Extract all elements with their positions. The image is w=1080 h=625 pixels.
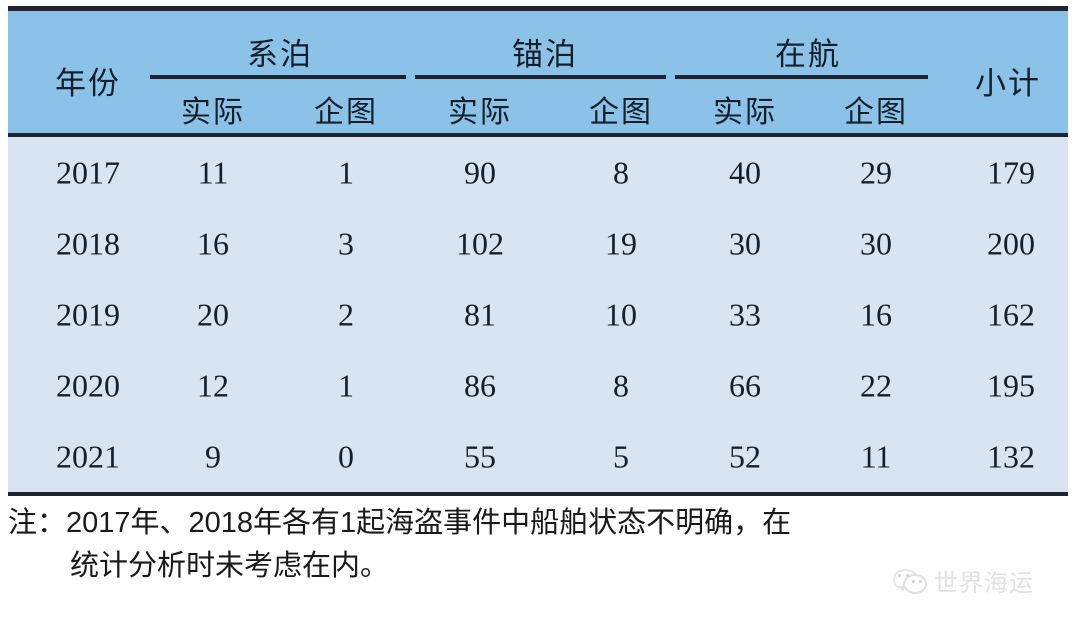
column-header-subtotal: 小计 [975, 66, 1041, 101]
group-rule-moored [150, 75, 406, 79]
group-header-anchored: 锚泊 [512, 37, 578, 72]
wechat-icon [893, 568, 927, 594]
table-row: 2019 20 2 81 10 33 16 162 [8, 279, 1068, 350]
subcolumn-header-anchored-attempt: 企图 [589, 96, 653, 129]
cell-subtotal: 132 [987, 438, 1035, 474]
cell-steaming-attempt: 29 [860, 154, 892, 190]
cell-subtotal: 162 [987, 296, 1035, 332]
cell-year: 2017 [56, 154, 120, 190]
cell-subtotal: 195 [987, 367, 1035, 403]
table-bottom-rule [8, 492, 1068, 496]
cell-anchored-attempt: 5 [613, 438, 629, 474]
note-line-1: 注：2017年、2018年各有1起海盗事件中船舶状态不明确，在 [8, 507, 792, 539]
table-row: 2017 11 1 90 8 40 29 179 [8, 137, 1068, 208]
table-header: 年份 系泊 实际 企图 锚泊 实际 企图 在航 实际 企图 小计 [8, 11, 1068, 133]
cell-moored-attempt: 1 [338, 367, 354, 403]
table-row: 2020 12 1 86 8 66 22 195 [8, 350, 1068, 421]
cell-moored-actual: 16 [197, 225, 229, 261]
cell-subtotal: 200 [987, 225, 1035, 261]
subcolumn-header-moored-attempt: 企图 [314, 96, 378, 129]
cell-anchored-attempt: 19 [605, 225, 637, 261]
cell-moored-actual: 20 [197, 296, 229, 332]
cell-year: 2020 [56, 367, 120, 403]
group-header-steaming: 在航 [775, 37, 841, 72]
cell-steaming-actual: 66 [729, 367, 761, 403]
subcolumn-header-steaming-actual: 实际 [713, 96, 777, 129]
cell-steaming-actual: 40 [729, 154, 761, 190]
header-body-divider [8, 133, 1068, 137]
cell-anchored-actual: 55 [464, 438, 496, 474]
cell-anchored-actual: 90 [464, 154, 496, 190]
cell-anchored-actual: 81 [464, 296, 496, 332]
cell-moored-actual: 9 [205, 438, 221, 474]
cell-anchored-attempt: 8 [613, 367, 629, 403]
cell-moored-actual: 12 [197, 367, 229, 403]
group-rule-anchored [415, 75, 666, 79]
table-row: 2021 9 0 55 5 52 11 132 [8, 421, 1068, 492]
cell-steaming-actual: 52 [729, 438, 761, 474]
cell-moored-attempt: 3 [338, 225, 354, 261]
cell-steaming-attempt: 16 [860, 296, 892, 332]
cell-anchored-attempt: 10 [605, 296, 637, 332]
cell-subtotal: 179 [987, 154, 1035, 190]
subcolumn-header-moored-actual: 实际 [181, 96, 245, 129]
table-body: 2017 11 1 90 8 40 29 179 2018 16 3 102 1… [8, 137, 1068, 492]
cell-anchored-actual: 102 [456, 225, 504, 261]
cell-moored-actual: 11 [197, 154, 229, 190]
table-note: 注：2017年、2018年各有1起海盗事件中船舶状态不明确，在 统计分析时未考虑… [8, 502, 1008, 588]
cell-steaming-actual: 33 [729, 296, 761, 332]
cell-steaming-attempt: 11 [860, 438, 892, 474]
cell-anchored-attempt: 8 [613, 154, 629, 190]
cell-steaming-attempt: 30 [860, 225, 892, 261]
cell-year: 2018 [56, 225, 120, 261]
cell-moored-attempt: 1 [338, 154, 354, 190]
table-row: 2018 16 3 102 19 30 30 200 [8, 208, 1068, 279]
subcolumn-header-steaming-attempt: 企图 [844, 96, 908, 129]
group-rule-steaming [675, 75, 928, 79]
cell-moored-attempt: 0 [338, 438, 354, 474]
table-top-rule [8, 6, 1068, 11]
group-header-moored: 系泊 [247, 37, 313, 72]
note-line-2: 统计分析时未考虑在内。 [70, 549, 390, 582]
cell-moored-attempt: 2 [338, 296, 354, 332]
cell-year: 2019 [56, 296, 120, 332]
cell-steaming-actual: 30 [729, 225, 761, 261]
column-header-year: 年份 [55, 66, 121, 101]
subcolumn-header-anchored-actual: 实际 [448, 96, 512, 129]
cell-anchored-actual: 86 [464, 367, 496, 403]
cell-steaming-attempt: 22 [860, 367, 892, 403]
cell-year: 2021 [56, 438, 120, 474]
watermark: 世界海运 [893, 563, 1034, 598]
watermark-label: 世界海运 [934, 570, 1034, 597]
statistics-table: 年份 系泊 实际 企图 锚泊 实际 企图 在航 实际 企图 小计 2017 11 [8, 6, 1068, 496]
